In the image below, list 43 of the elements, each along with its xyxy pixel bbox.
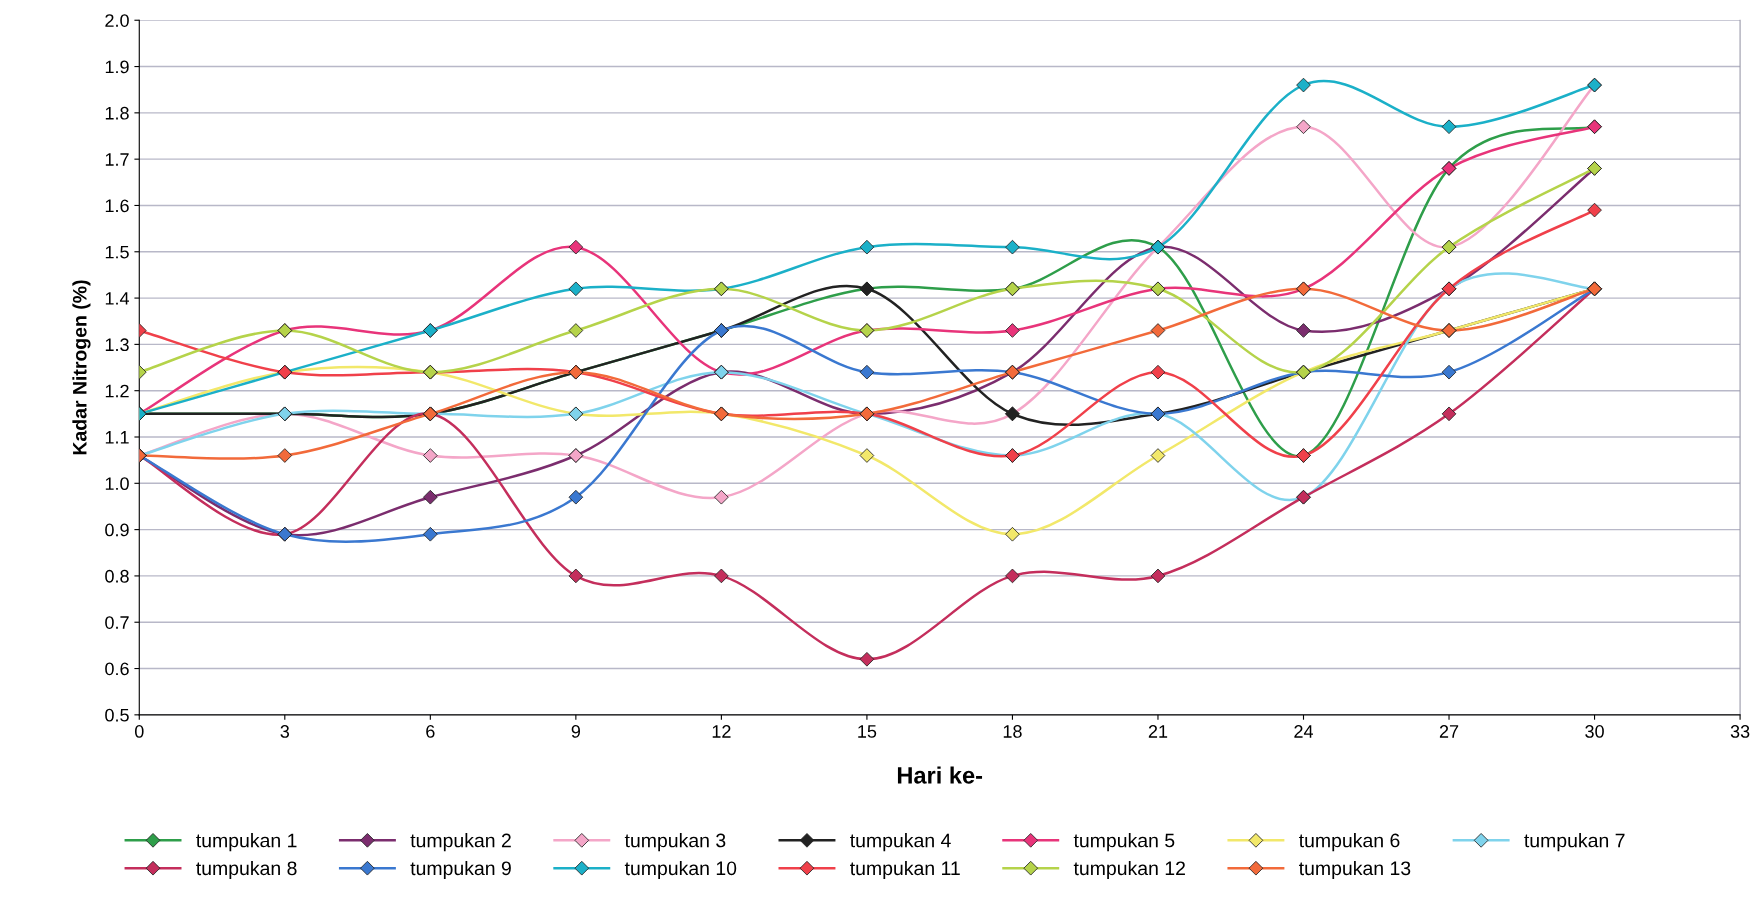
legend-label: tumpukan 12 — [1073, 860, 1185, 880]
x-tick-label: 24 — [1294, 725, 1314, 738]
x-tick-label: 18 — [1003, 725, 1022, 738]
x-tick-label: 12 — [712, 725, 731, 738]
legend-label: tumpukan 11 — [850, 860, 960, 880]
legend-label: tumpukan 5 — [1073, 833, 1175, 852]
y-tick-label: 1.4 — [105, 292, 130, 305]
legend-label: tumpukan 8 — [196, 860, 297, 880]
y-tick-label: 1.0 — [105, 477, 129, 491]
legend-label: tumpukan 7 — [1524, 833, 1625, 852]
x-tick-label: 21 — [1148, 725, 1168, 738]
y-tick-label: 1.7 — [105, 153, 129, 166]
y-tick-label: 1.6 — [105, 199, 129, 213]
y-tick-label: 1.8 — [105, 106, 129, 120]
legend-label: tumpukan 4 — [850, 833, 951, 852]
y-tick-label: 0.6 — [105, 662, 129, 676]
legend-label: tumpukan 1 — [196, 833, 297, 852]
x-tick-label: 27 — [1439, 725, 1459, 738]
y-axis-title: Kadar Nitrogen (%) — [72, 280, 91, 455]
x-tick-label: 0 — [134, 725, 144, 738]
legend-label: tumpukan 10 — [624, 860, 737, 880]
y-tick-label: 0.5 — [105, 708, 129, 722]
legend-label: tumpukan 13 — [1298, 860, 1411, 880]
y-tick-label: 0.9 — [105, 523, 129, 537]
y-tick-label: 1.3 — [105, 338, 129, 352]
legend-label: tumpukan 9 — [410, 860, 511, 880]
y-tick-label: 1.5 — [105, 245, 129, 259]
y-tick-label: 1.9 — [105, 60, 129, 74]
legend-label: tumpukan 3 — [624, 833, 726, 852]
x-tick-label: 33 — [1730, 725, 1750, 738]
legend-label: tumpukan 2 — [410, 833, 511, 852]
x-tick-label: 9 — [571, 725, 581, 738]
y-tick-label: 2.0 — [105, 14, 129, 27]
y-tick-label: 1.2 — [105, 384, 129, 398]
y-tick-label: 0.8 — [105, 569, 129, 583]
x-tick-label: 30 — [1585, 725, 1604, 738]
x-tick-label: 3 — [280, 725, 290, 738]
y-tick-label: 1.1 — [105, 431, 129, 444]
x-axis-title: Hari ke- — [897, 766, 983, 784]
y-tick-label: 0.7 — [105, 616, 129, 629]
x-tick-label: 15 — [858, 725, 877, 738]
x-tick-label: 6 — [426, 725, 435, 738]
legend-label: tumpukan 6 — [1298, 833, 1400, 852]
